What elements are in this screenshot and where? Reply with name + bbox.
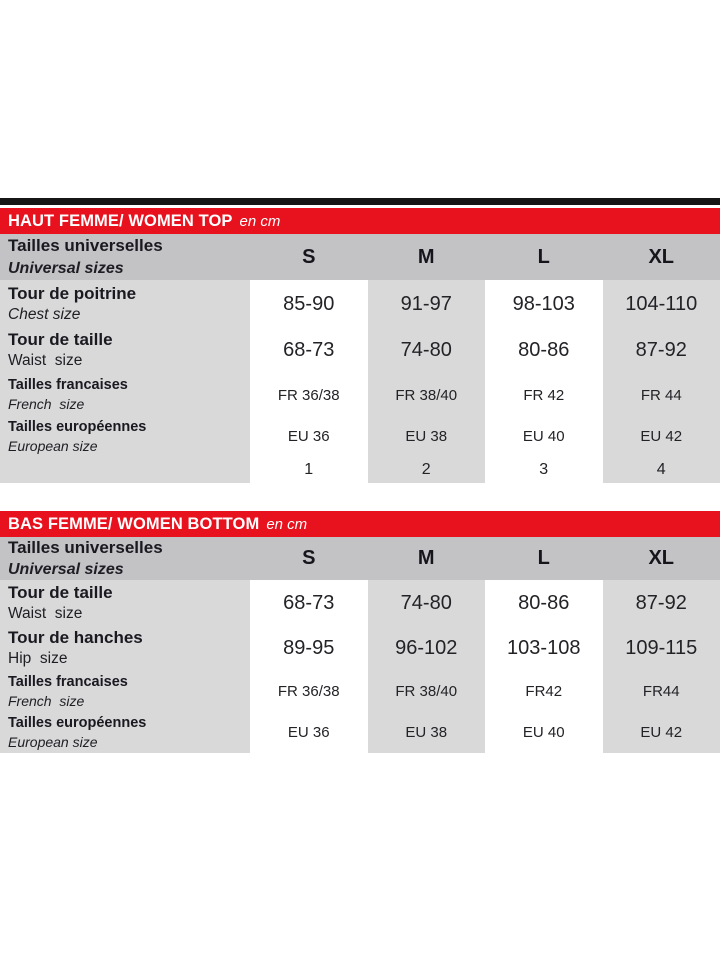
value-l: 103-108 [485, 626, 603, 671]
value-m: 96-102 [367, 626, 485, 671]
row-chest: Tour de poitrine Chest size 85-90 91-97 … [0, 280, 720, 328]
value-s: 1 [250, 456, 368, 483]
label-fr: Tailles européennes [8, 714, 147, 731]
value-m: FR 38/40 [367, 373, 485, 417]
value-xl: 104-110 [602, 280, 720, 328]
row-french-size: Tailles francaises French size FR 36/38 … [0, 671, 720, 712]
women-top-table: HAUT FEMME/ WOMEN TOP en cm Tailles univ… [0, 208, 720, 483]
women-bottom-title-bar: BAS FEMME/ WOMEN BOTTOM en cm [0, 511, 720, 537]
label-en: European size [8, 733, 98, 750]
value-s: 89-95 [250, 626, 368, 671]
label-en: European size [8, 437, 98, 454]
value-s: 68-73 [250, 328, 368, 373]
women-bottom-table: BAS FEMME/ WOMEN BOTTOM en cm Tailles un… [0, 511, 720, 753]
size-col-s: S [302, 245, 316, 268]
size-col-xl: XL [648, 547, 675, 569]
row-label: Tour de hanches Hip size [0, 626, 250, 671]
size-col-m: M [417, 245, 435, 268]
table-title: HAUT FEMME/ WOMEN TOP [8, 211, 233, 230]
label-en: French size [8, 396, 85, 413]
label-en: Waist size [8, 352, 83, 370]
value-m: EU 38 [367, 712, 485, 753]
value-l: 3 [485, 456, 603, 483]
label-fr: Tour de taille [8, 330, 113, 350]
label-fr: Tailles universelles [8, 537, 163, 557]
value-l: FR 42 [485, 373, 603, 417]
table-unit: en cm [266, 515, 308, 533]
size-header-label: Tailles universelles Universal sizes [0, 537, 250, 580]
value-xl: 109-115 [602, 626, 720, 671]
row-hip: Tour de hanches Hip size 89-95 96-102 10… [0, 626, 720, 671]
label-fr: Tailles francaises [8, 377, 128, 394]
value-m: FR 38/40 [367, 671, 485, 712]
size-col-m: M [417, 547, 435, 569]
label-en: Waist size [8, 604, 83, 622]
label-fr: Tailles francaises [8, 673, 128, 690]
row-label: Tailles francaises French size [0, 373, 250, 417]
row-label: Tour de taille Waist size [0, 328, 250, 373]
row-european-size: Tailles européennes European size EU 36 … [0, 417, 720, 456]
label-en: Universal sizes [8, 561, 124, 579]
row-label [0, 456, 250, 483]
row-waist: Tour de taille Waist size 68-73 74-80 80… [0, 580, 720, 626]
label-fr: Tour de poitrine [8, 283, 137, 303]
label-fr: Tour de taille [8, 582, 113, 602]
value-xl: FR44 [602, 671, 720, 712]
row-european-size: Tailles européennes European size EU 36 … [0, 712, 720, 753]
label-fr: Tailles universelles [8, 236, 163, 256]
size-header-row: Tailles universelles Universal sizes S M… [0, 537, 720, 580]
value-m: 2 [367, 456, 485, 483]
women-top-title-bar: HAUT FEMME/ WOMEN TOP en cm [0, 208, 720, 234]
row-waist: Tour de taille Waist size 68-73 74-80 80… [0, 328, 720, 373]
row-label: Tailles européennes European size [0, 417, 250, 456]
value-m: 74-80 [367, 580, 485, 626]
label-en: Chest size [8, 305, 81, 323]
value-xl: 87-92 [602, 328, 720, 373]
value-m: EU 38 [367, 417, 485, 456]
value-m: 91-97 [367, 280, 485, 328]
row-label: Tailles européennes European size [0, 712, 250, 753]
top-divider [0, 198, 720, 205]
row-label: Tour de taille Waist size [0, 580, 250, 626]
row-size-number: 1 2 3 4 [0, 456, 720, 483]
row-label: Tour de poitrine Chest size [0, 280, 250, 328]
label-en: French size [8, 692, 85, 709]
size-header-row: Tailles universelles Universal sizes S M… [0, 234, 720, 280]
value-l: 80-86 [485, 580, 603, 626]
size-col-l: L [537, 245, 550, 268]
value-xl: FR 44 [602, 373, 720, 417]
label-fr: Tour de hanches [8, 628, 143, 648]
size-header-label: Tailles universelles Universal sizes [0, 234, 250, 280]
value-s: FR 36/38 [250, 373, 368, 417]
row-label: Tailles francaises French size [0, 671, 250, 712]
label-en: Universal sizes [8, 259, 124, 277]
value-s: FR 36/38 [250, 671, 368, 712]
value-xl: 4 [602, 456, 720, 483]
value-l: EU 40 [485, 712, 603, 753]
table-title: BAS FEMME/ WOMEN BOTTOM [8, 514, 260, 533]
size-col-s: S [302, 547, 316, 569]
label-en: Hip size [8, 650, 68, 668]
value-l: 80-86 [485, 328, 603, 373]
size-col-l: L [537, 547, 550, 569]
value-s: EU 36 [250, 417, 368, 456]
value-s: 85-90 [250, 280, 368, 328]
value-xl: EU 42 [602, 712, 720, 753]
table-unit: en cm [239, 212, 281, 230]
value-l: EU 40 [485, 417, 603, 456]
value-s: 68-73 [250, 580, 368, 626]
value-xl: 87-92 [602, 580, 720, 626]
row-french-size: Tailles francaises French size FR 36/38 … [0, 373, 720, 417]
value-l: FR42 [485, 671, 603, 712]
value-m: 74-80 [367, 328, 485, 373]
value-s: EU 36 [250, 712, 368, 753]
value-l: 98-103 [485, 280, 603, 328]
label-fr: Tailles européennes [8, 418, 147, 435]
size-col-xl: XL [648, 245, 675, 268]
value-xl: EU 42 [602, 417, 720, 456]
